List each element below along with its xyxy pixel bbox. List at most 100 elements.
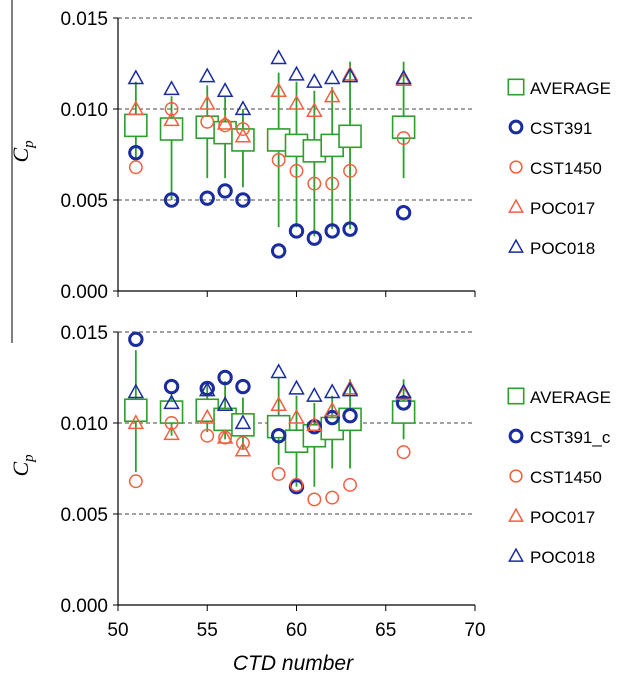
cst1450-point [200,428,215,443]
cst1450-point [128,474,143,489]
x-tick-label: 50 [107,620,128,641]
poc018-point [163,394,180,410]
legend-label: AVERAGE [530,79,611,98]
cst391-point [128,144,144,161]
cst391-point [163,192,180,208]
y-axis-title: Cp [8,454,37,477]
poc017-point [288,94,305,110]
top-panel: 0.000 0.005 0.010 0.015 Cp AVERAGE CST391 CST14… [8,9,611,303]
cst391-c-point [270,428,287,444]
y-tick-label: 0.010 [60,414,108,435]
cst1450-point [289,477,304,492]
average-point [231,128,255,152]
legend-label: POC017 [530,508,595,527]
cst1450-point [289,163,304,178]
poc018-point [306,386,323,402]
poc018-point [234,100,252,116]
bottom-panel: 0.000 0.005 0.010 0.015 50 55 60 65 70 Cp AVERAGE C… [8,323,611,641]
poc018-point [341,67,359,83]
poc017-point [163,111,180,127]
poc018-point [306,72,323,88]
cst1450-point [325,176,340,191]
poc017-point [216,428,234,444]
y-tick-label: 0.015 [60,9,108,30]
legend-label: POC017 [530,199,595,218]
cst391-c-point [306,418,323,435]
poc018-point [198,67,216,83]
poc017-point [306,102,323,117]
cst391-point [288,223,305,239]
cst391-point [235,192,251,208]
legend-marker-poc018 [508,547,524,562]
cst1450-point [271,153,286,167]
legend-label: CST391 [530,119,592,138]
legend-label: CST391_c [530,428,611,447]
poc017-point [127,414,145,430]
cst1450-point [218,118,233,133]
poc017-point [163,425,180,441]
y-tick-label: 0.010 [60,100,108,121]
x-tick-label: 70 [464,620,485,641]
poc017-point [270,82,287,97]
average-point [124,113,148,138]
poc017-point [341,65,359,81]
poc017-point [306,416,323,431]
poc018-point [323,69,341,85]
average-point [391,115,416,139]
poc018-point [288,65,305,81]
cst391-point [342,221,358,237]
cst391-c-point [128,331,144,347]
average-point [159,117,184,141]
poc017-point [234,127,252,143]
cst1450-point [307,176,322,191]
legend-marker-average [507,78,525,96]
poc018-point [198,381,216,397]
poc018-point [127,383,145,399]
cst1450-point [343,477,357,492]
cst391-point [217,183,233,199]
cst1450-point [307,492,322,507]
poc017-point [198,94,216,110]
poc018-point [395,69,412,85]
average-point [159,400,184,424]
poc017-point [323,401,341,417]
cst391-point [324,223,340,239]
poc018-point [127,69,145,85]
y-tick-label: 0.005 [60,505,108,526]
cst391-c-point [324,409,340,426]
cst1450-point [396,445,411,460]
cst1450-point [164,102,179,116]
cst391-point [270,243,287,259]
cst391-point [199,190,215,206]
legend-marker-cst1450 [509,160,523,174]
poc018-point [216,396,234,411]
average-point [338,124,362,149]
cst1450-point [200,114,215,129]
y-tick-label: 0.000 [60,282,108,303]
poc018-point [395,383,412,399]
x-tick-label: 55 [197,620,218,641]
poc017-point [323,87,341,103]
legend-label: CST1450 [530,159,602,178]
cst391-c-point [235,378,251,395]
poc018-point [323,383,341,399]
poc017-point [234,441,252,457]
x-tick-label: 65 [375,620,396,641]
poc017-point [395,71,412,87]
poc017-point [288,408,305,424]
cst1450-point [128,160,143,175]
legend-label: AVERAGE [530,388,611,407]
poc018-point [163,80,180,96]
cst391-c-point [217,369,233,386]
cst391-point [395,205,412,221]
poc018-point [341,381,359,397]
cst1450-point [271,467,286,481]
poc018-point [234,414,252,430]
poc018-point [288,379,305,395]
legend-marker-poc018 [508,238,524,253]
poc018-point [270,49,287,65]
average-point [124,398,148,423]
cst391-c-point [342,408,358,424]
poc017-point [270,396,287,411]
